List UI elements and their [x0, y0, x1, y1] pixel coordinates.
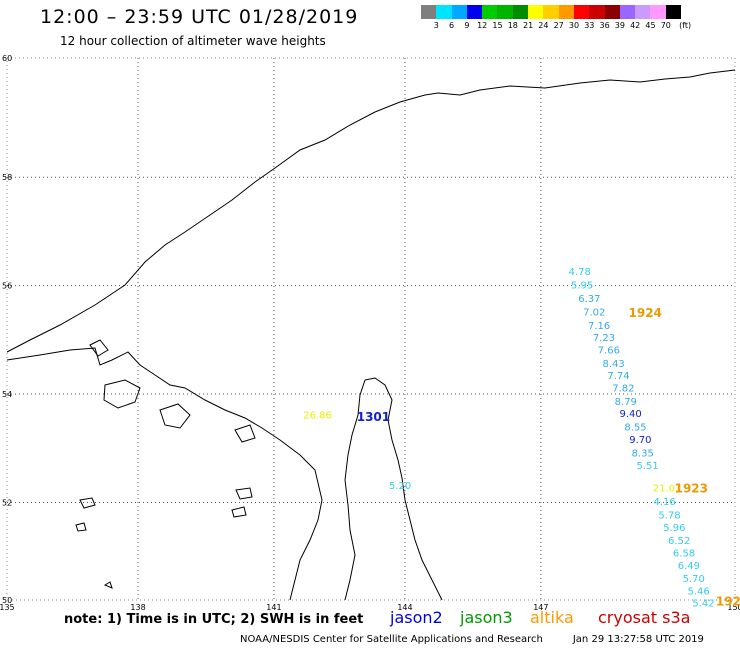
coastline-small-islands — [75, 487, 253, 589]
coastline-islands — [89, 339, 256, 443]
legend-unit: (ft) — [679, 21, 692, 30]
lon-tick-label: 147 — [533, 603, 548, 612]
wave-height-value: 7.82 — [612, 383, 634, 394]
legend-label: 9 — [464, 21, 470, 30]
satellite-label: altika — [530, 608, 574, 627]
coastline-north — [6, 69, 736, 353]
map-note: note: 1) Time is in UTC; 2) SWH is in fe… — [64, 612, 364, 627]
legend-swatch — [665, 5, 682, 19]
legend-swatch — [589, 5, 605, 19]
coastline-mainland — [6, 347, 323, 601]
satellite-label: jason2 — [390, 608, 443, 627]
legend-label: 45 — [645, 21, 656, 30]
page-title: 12:00 – 23:59 UTC 01/28/2019 — [40, 6, 359, 28]
lat-tick-label: 54 — [2, 390, 12, 399]
footer-credit: NOAA/NESDIS Center for Satellite Applica… — [240, 634, 543, 645]
lat-tick-label: 52 — [2, 498, 12, 507]
legend-swatch — [604, 5, 620, 19]
wave-height-value: 5.20 — [389, 481, 411, 492]
wave-height-value: 6.58 — [673, 549, 695, 560]
wave-height-value: 6.37 — [578, 294, 600, 305]
wave-height-value: 7.02 — [583, 307, 605, 318]
wave-height-value: 21.02 — [653, 484, 682, 495]
wave-height-value: 7.23 — [593, 333, 615, 344]
map-frame — [6, 57, 736, 601]
legend-label: 70 — [660, 21, 671, 30]
pass-time-label: 1301 — [357, 410, 390, 424]
legend-label: 21 — [523, 21, 534, 30]
lon-tick-label: 138 — [130, 603, 145, 612]
legend-label: 3 — [433, 21, 439, 30]
legend-label: 42 — [630, 21, 641, 30]
pass-time-label: 1922 — [716, 594, 740, 608]
legend-swatch — [512, 5, 529, 19]
legend-label: 24 — [538, 21, 549, 30]
pass-time-label: 1924 — [629, 306, 662, 320]
legend-swatch — [421, 5, 437, 19]
wave-height-value: 26.86 — [303, 410, 332, 421]
satellite-label: jason3 — [460, 608, 513, 627]
wave-height-value: 5.96 — [663, 523, 685, 534]
wave-height-value: 7.74 — [607, 371, 629, 382]
wave-height-value: 9.40 — [620, 409, 642, 420]
lon-tick-label: 144 — [397, 603, 412, 612]
legend-label: 12 — [477, 21, 488, 30]
legend-swatch — [619, 5, 636, 19]
legend-swatch — [558, 5, 574, 19]
legend-label: 36 — [599, 21, 610, 30]
legend-swatch — [528, 5, 544, 19]
legend-swatch — [497, 5, 513, 19]
wave-height-value: 4.78 — [569, 267, 591, 278]
wave-height-value: 5.46 — [687, 587, 709, 598]
lon-tick-label: 141 — [266, 603, 281, 612]
page-subtitle: 12 hour collection of altimeter wave hei… — [60, 34, 326, 48]
coastline-sakhalin — [344, 377, 443, 601]
wave-height-value: 8.43 — [603, 359, 625, 370]
footer: NOAA/NESDIS Center for Satellite Applica… — [240, 634, 704, 645]
wave-height-value: 6.52 — [668, 536, 690, 547]
legend-label: 6 — [449, 21, 455, 30]
legend-label: 39 — [614, 21, 625, 30]
lat-tick-label: 50 — [2, 596, 12, 605]
legend-swatch — [436, 5, 452, 19]
wave-height-value: 5.42 — [692, 599, 714, 610]
legend-swatch — [466, 5, 483, 19]
lon-tick-label: 150 — [727, 603, 740, 612]
wave-height-value: 7.66 — [598, 345, 620, 356]
wave-height-value: 5.78 — [658, 511, 680, 522]
legend-swatch — [650, 5, 666, 19]
legend-label: 33 — [584, 21, 595, 30]
wave-height-value: 5.95 — [571, 280, 593, 291]
wave-height-value: 6.49 — [678, 561, 700, 572]
wave-height-value: 8.55 — [624, 422, 646, 433]
wave-height-value: 5.70 — [683, 574, 705, 585]
legend-swatch — [573, 5, 590, 19]
wave-height-value: 8.79 — [615, 397, 637, 408]
lat-tick-label: 60 — [2, 54, 12, 63]
legend-label: 15 — [492, 21, 503, 30]
satellite-label: cryosat s3a — [598, 608, 691, 627]
legend-swatch — [635, 5, 651, 19]
lon-tick-label: 135 — [0, 603, 15, 612]
legend-swatch — [451, 5, 467, 19]
legend-label: 30 — [568, 21, 580, 30]
wave-height-value: 8.35 — [632, 448, 654, 459]
wave-height-value: 4.16 — [653, 497, 675, 508]
wave-height-legend: 3 6 9 12 15 18 21 24 27 30 33 36 39 42 45 70 (ft) — [421, 5, 691, 33]
legend-label: 27 — [553, 21, 564, 30]
pass-time-label: 1923 — [675, 482, 708, 496]
wave-height-value: 5.51 — [637, 461, 659, 472]
lat-tick-label: 58 — [2, 173, 12, 182]
footer-timestamp: Jan 29 13:27:58 UTC 2019 — [572, 634, 704, 645]
legend-swatch — [543, 5, 559, 19]
legend-label: 18 — [507, 21, 518, 30]
lat-tick-label: 56 — [2, 282, 12, 291]
legend-swatch — [482, 5, 498, 19]
wave-height-value: 7.16 — [588, 321, 610, 332]
wave-height-value: 9.70 — [629, 435, 651, 446]
